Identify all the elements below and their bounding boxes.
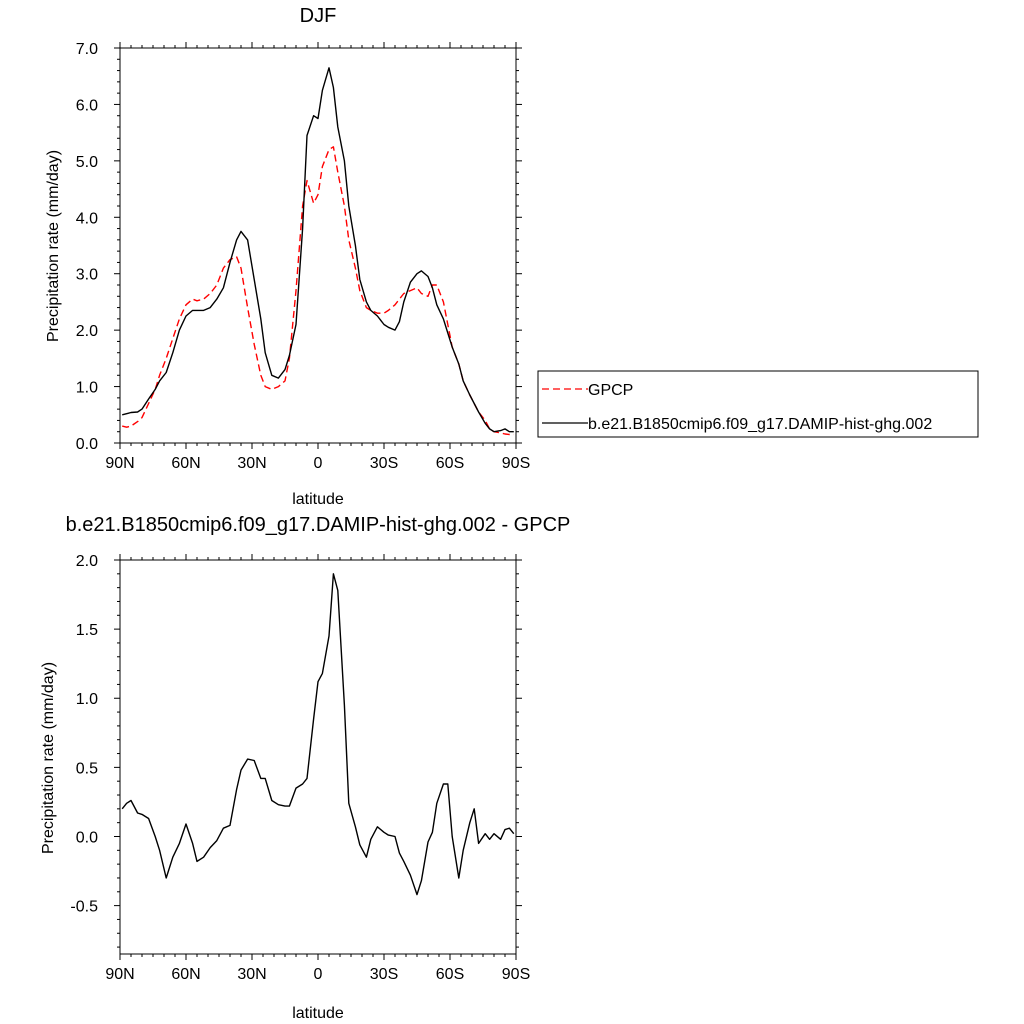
legend: GPCP b.e21.B1850cmip6.f09_g17.DAMIP-hist… (537, 370, 979, 438)
y-tick-label: -0.5 (70, 899, 98, 916)
x-tick-label: 60S (436, 455, 464, 472)
y-tick-label: 2.0 (76, 553, 98, 570)
x-tick-label: 90S (502, 455, 530, 472)
legend-box (537, 370, 979, 438)
y-tick-label: 7.0 (76, 41, 98, 58)
y-tick-label: 1.0 (76, 691, 98, 708)
y-tick-label: 4.0 (76, 210, 98, 227)
series-lines (121, 573, 515, 896)
y-tick-label: 2.0 (76, 323, 98, 340)
plot-frame (119, 47, 517, 444)
x-axis-label: latitude (292, 491, 344, 508)
difference-chart-panel: b.e21.B1850cmip6.f09_g17.DAMIP-hist-ghg.… (40, 514, 570, 1022)
plot-frame (119, 559, 517, 955)
legend-label-gpcp: GPCP (588, 382, 633, 399)
x-tick-label: 30S (370, 966, 398, 983)
axis-ticks (114, 42, 522, 449)
tick-labels: 90N 60N 30N 0 30S 60S 90S -0.5 0.0 0.5 1.0 1.5 2.0 (70, 553, 530, 983)
x-tick-label: 30N (237, 966, 266, 983)
tick-labels: 90N 60N 30N 0 30S 60S 90S 0.0 1.0 2.0 3.0 4.0 5.0 6.0… (76, 41, 530, 472)
y-axis-label: Precipitation rate (mm/day) (40, 662, 57, 854)
x-tick-label: 30N (237, 455, 266, 472)
chart-title: b.e21.B1850cmip6.f09_g17.DAMIP-hist-ghg.… (66, 514, 571, 536)
series-line-gpcp (122, 146, 514, 436)
x-tick-label: 60N (171, 455, 200, 472)
legend-label-model: b.e21.B1850cmip6.f09_g17.DAMIP-hist-ghg.… (588, 416, 932, 433)
x-tick-label: 60N (171, 966, 200, 983)
y-tick-label: 6.0 (76, 97, 98, 114)
x-tick-label: 30S (370, 455, 398, 472)
y-tick-label: 1.0 (76, 380, 98, 397)
x-axis-label: latitude (292, 1005, 344, 1022)
axis-ticks (114, 554, 522, 960)
chart-title: DJF (300, 5, 337, 27)
x-tick-label: 0 (314, 966, 323, 983)
y-tick-label: 0.0 (76, 829, 98, 846)
y-tick-label: 3.0 (76, 267, 98, 284)
y-tick-label: 1.5 (76, 622, 98, 639)
djf-chart-panel: DJF 90N 60N 30N 0 30S 60S 90S 0.0 1.0 2.0 3.0 4.0 5.… (45, 5, 530, 508)
y-axis-label: Precipitation rate (mm/day) (45, 150, 62, 342)
series-lines (122, 67, 514, 436)
x-tick-label: 0 (314, 455, 323, 472)
y-tick-label: 0.5 (76, 760, 98, 777)
x-tick-label: 90S (502, 966, 530, 983)
series-line-model (122, 67, 514, 433)
x-tick-label: 90N (105, 455, 134, 472)
x-tick-label: 90N (105, 966, 134, 983)
series-line-model (121, 573, 515, 896)
y-tick-label: 5.0 (76, 154, 98, 171)
y-tick-label: 0.0 (76, 436, 98, 453)
x-tick-label: 60S (436, 966, 464, 983)
